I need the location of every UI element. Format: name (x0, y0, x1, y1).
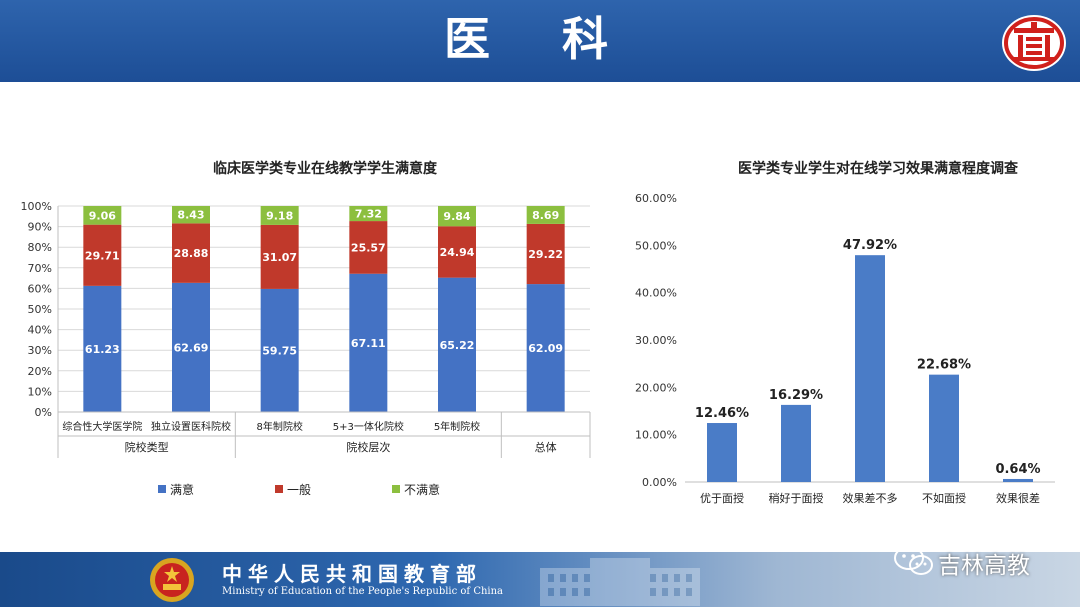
chart1-data-label: 9.84 (443, 210, 470, 223)
chart1-data-label: 61.23 (85, 343, 120, 356)
chart1-ytick-label: 100% (21, 200, 52, 213)
header-bar: 医 科 (0, 0, 1080, 82)
chart1-bar-segment (83, 206, 122, 225)
chart1-bar-segment (349, 206, 388, 222)
chart1-bar-segment (83, 285, 122, 412)
chart1-bar-segment (260, 206, 299, 225)
chart1-data-label: 31.07 (262, 251, 297, 264)
chart1-data-label: 65.22 (440, 339, 475, 352)
chart1-title: 临床医学类专业在线教学学生满意度 (213, 161, 437, 177)
ministry-name-en: Ministry of Education of the People's Re… (222, 586, 504, 597)
chart1-legend-swatch (275, 485, 283, 493)
chart1-ytick-label: 90% (28, 221, 52, 234)
chart1-data-label: 28.88 (174, 247, 209, 260)
chart2-bar (1003, 478, 1033, 482)
building-image (540, 558, 700, 606)
chart1-data-label: 24.94 (440, 246, 475, 259)
chart1-bar-segment (526, 284, 565, 412)
chart1-ytick-label: 50% (28, 303, 52, 316)
chart1-bar-segment (438, 206, 476, 227)
chart2-category-label: 效果很差 (996, 491, 1040, 505)
chart2-category-label: 效果差不多 (843, 491, 898, 505)
chart1-data-label: 9.06 (89, 209, 116, 222)
chart1-bar-segment (172, 223, 210, 283)
chart1-bar-segment (438, 226, 476, 278)
chart1-legend-swatch (158, 485, 166, 493)
chart1-category-label: 5+3一体化院校 (333, 420, 404, 433)
chart2-title: 医学类专业学生对在线学习效果满意程度调查 (738, 161, 1018, 177)
chart1-category-label: 8年制院校 (256, 420, 302, 433)
chart1-category-label: 综合性大学医学院 (62, 420, 142, 433)
chart1-bar-segment (438, 277, 476, 412)
chart1-bar-segment (349, 273, 388, 412)
chart2-bar (929, 374, 959, 482)
chart2-data-label: 0.64% (995, 462, 1040, 477)
chart1-data-label: 29.22 (528, 248, 563, 261)
chart1-ytick-label: 20% (28, 365, 52, 378)
chart2-category-label: 不如面授 (922, 491, 966, 505)
chart1-bar-segment (349, 221, 388, 274)
chart1-data-label: 7.32 (355, 208, 382, 221)
chart1-bar-segment (83, 224, 122, 286)
chart1-data-label: 62.69 (174, 341, 209, 354)
chart1-group-label: 院校层次 (346, 440, 390, 454)
chart1-bar-segment (526, 206, 565, 224)
chart1-legend-label: 不满意 (404, 482, 440, 497)
chart1-bar-segment (526, 223, 565, 285)
chart1-ytick-label: 30% (28, 344, 52, 357)
chart2-bar (781, 404, 811, 482)
chart2-ytick-label: 50.00% (635, 239, 677, 252)
chart1-legend-label: 一般 (287, 482, 311, 497)
chart2-ytick-label: 0.00% (642, 476, 677, 489)
wechat-icon (894, 546, 933, 575)
chart2-ytick-label: 20.00% (635, 381, 677, 394)
chart2-ytick-label: 10.00% (635, 429, 677, 442)
chart2-category-label: 优于面授 (700, 491, 744, 505)
chart1-data-label: 29.71 (85, 249, 120, 262)
chart1-data-label: 67.11 (351, 337, 386, 350)
chart1-data-label: 59.75 (262, 344, 297, 357)
chart1-ytick-label: 80% (28, 241, 52, 254)
chart1-bar-segment (260, 288, 299, 412)
chart1-data-label: 9.18 (266, 209, 293, 222)
chart1-legend-label: 满意 (170, 482, 194, 497)
ministry-name-cn: 中华人民共和国教育部 (222, 562, 482, 586)
chart1-legend-swatch (392, 485, 400, 493)
chart2-ytick-label: 60.00% (635, 192, 677, 205)
chart1-ytick-label: 60% (28, 282, 52, 295)
chart1-ytick-label: 40% (28, 324, 52, 337)
chart1-bar-segment (260, 224, 299, 289)
chart1-bar-segment (172, 282, 210, 412)
chart1-stacked-bar: 0% 10% 20% 30% 40% 50% 60% 70% 80% 90% 100% 61.23 29… (21, 200, 591, 497)
chart2-bar (855, 255, 885, 482)
chart1-category-label: 独立设置医科院校 (151, 420, 231, 433)
chart1-group-label: 总体 (535, 440, 557, 454)
logo-icon (1002, 15, 1066, 71)
chart1-ytick-label: 10% (28, 385, 52, 398)
national-emblem-icon (150, 558, 194, 602)
chart2-data-label: 12.46% (695, 406, 749, 421)
chart2-data-label: 47.92% (843, 238, 897, 253)
chart2-data-label: 22.68% (917, 358, 971, 373)
chart1-data-label: 8.69 (532, 209, 559, 222)
chart2-data-label: 16.29% (769, 388, 823, 403)
chart1-ytick-label: 0% (35, 406, 52, 419)
chart1-bar-segment (172, 206, 210, 224)
chart2-ytick-label: 40.00% (635, 287, 677, 300)
chart1-category-label: 5年制院校 (434, 420, 480, 433)
chart1-ytick-label: 70% (28, 262, 52, 275)
chart1-data-label: 8.43 (177, 209, 204, 222)
chart2-bar (707, 423, 737, 482)
page-title: 医 科 (443, 12, 636, 66)
chart2-ytick-label: 30.00% (635, 334, 677, 347)
chart2-bar: 0.00% 10.00% 20.00% 30.00% 40.00% 50.00% 60.00… (635, 192, 1055, 505)
chart1-data-label: 62.09 (528, 342, 563, 355)
watermark-text: 吉林高教 (938, 553, 1030, 579)
chart1-data-label: 25.57 (351, 241, 386, 254)
chart1-group-label: 院校类型 (125, 440, 169, 454)
chart2-category-label: 稍好于面授 (769, 491, 824, 505)
